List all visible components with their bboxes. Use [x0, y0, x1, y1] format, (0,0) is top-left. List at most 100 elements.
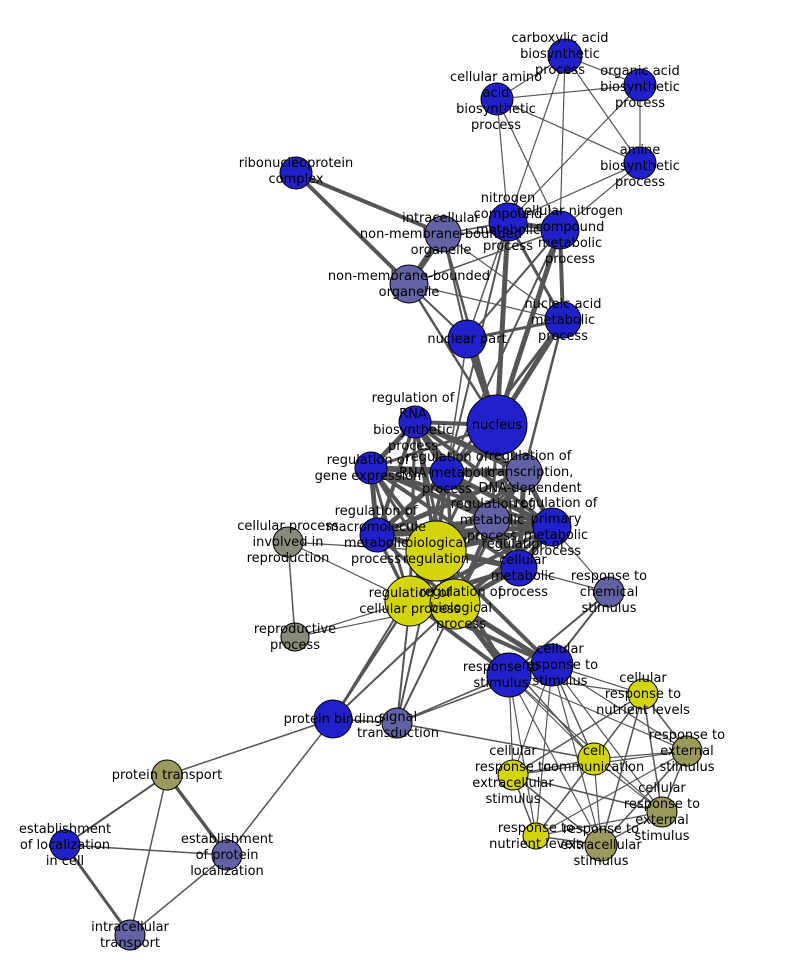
graph-node-protein-transport[interactable]: [151, 759, 183, 791]
graph-edge: [226, 718, 334, 856]
graph-node-nucleic-acid-metabolic-process[interactable]: [544, 301, 582, 339]
graph-edge: [332, 603, 456, 720]
graph-node-cellular-response-to-stimulus[interactable]: [530, 643, 574, 687]
graph-edge: [412, 419, 527, 475]
graph-node-label: response to chemical stimulus: [571, 569, 647, 616]
graph-node-non-membrane-bounded-organelle[interactable]: [389, 264, 429, 304]
graph-node-regulation-of-gene-expression[interactable]: [354, 451, 388, 485]
graph-edge: [559, 55, 566, 231]
graph-node-response-to-nutrient-levels[interactable]: [522, 822, 550, 850]
graph-node-label: organic acid biosynthetic process: [600, 64, 680, 111]
graph-node-response-to-stimulus[interactable]: [486, 652, 532, 698]
graph-edge: [287, 541, 296, 638]
graph-node-regulation-of-cellular-metabolic-process[interactable]: [500, 549, 538, 587]
graph-node-establishment-of-protein-localization[interactable]: [211, 839, 243, 871]
nodes-layer[interactable]: [49, 38, 703, 951]
graph-node-reproductive-process[interactable]: [280, 622, 310, 652]
graph-node-label: reproductive process: [254, 622, 336, 653]
graph-edge: [396, 722, 595, 760]
graph-edge: [408, 283, 564, 321]
graph-node-label: cellular response to extracellular stimulus: [472, 744, 554, 807]
graph-edge: [446, 229, 561, 474]
graph-node-signal-transduction[interactable]: [381, 707, 413, 739]
graph-node-intracellular-transport[interactable]: [114, 919, 146, 951]
graph-node-protein-binding[interactable]: [313, 699, 353, 739]
graph-edge: [512, 774, 602, 846]
graph-edge: [408, 420, 417, 603]
graph-node-cellular-response-to-nutrient-levels[interactable]: [627, 678, 659, 710]
graph-node-label: nuclear part: [427, 332, 506, 347]
graph-node-cellular-response-to-external-stimulus[interactable]: [646, 796, 678, 828]
graph-node-label: ribonucleoprotein complex: [239, 156, 354, 187]
graph-node-cellular-amino-acid-biosynthetic-process[interactable]: [480, 82, 514, 116]
graph-node-regulation-of-rna-metabolic-process[interactable]: [429, 455, 465, 491]
graph-node-nitrogen-compound-metabolic-process[interactable]: [488, 202, 528, 242]
graph-node-establishment-of-localization-in-cell[interactable]: [49, 829, 81, 861]
graph-node-carboxylic-acid-biosynthetic-process[interactable]: [547, 38, 583, 74]
graph-edge: [512, 774, 663, 813]
graph-edge: [642, 693, 663, 813]
graph-node-regulation-of-macromolecule-metabolic-process[interactable]: [359, 517, 395, 553]
graph-edge: [508, 674, 663, 813]
graph-node-label: regulation of RNA metabolic process: [399, 450, 495, 497]
graph-edge: [522, 318, 565, 474]
graph-edge: [294, 171, 411, 286]
graph-edge: [374, 524, 555, 538]
graph-node-response-to-chemical-stimulus[interactable]: [593, 576, 625, 608]
graph-node-label: regulation of macromolecule metabolic proce…: [326, 504, 426, 567]
graph-node-response-to-external-stimulus[interactable]: [671, 735, 703, 767]
graph-node-label: cellular response to stimulus: [522, 642, 598, 689]
graph-node-label: amine biosynthetic process: [600, 143, 680, 190]
graph-node-biological-regulation[interactable]: [405, 520, 467, 582]
graph-node-label: protein transport: [112, 768, 222, 783]
graph-edge: [496, 98, 509, 223]
graph-node-label: cellular amino acid biosynthetic process: [450, 70, 542, 133]
graph-node-label: carboxylic acid biosynthetic process: [511, 31, 608, 78]
graph-edge: [129, 854, 228, 936]
graph-edge: [508, 674, 602, 846]
graph-node-label: response to external stimulus: [649, 728, 725, 775]
graph-node-label: response to stimulus: [463, 660, 539, 691]
graph-node-label: intracellular transport: [91, 920, 169, 951]
graph-edge: [507, 55, 566, 223]
graph-edge: [508, 674, 688, 752]
graph-node-organic-acid-biosynthetic-process[interactable]: [623, 68, 657, 102]
graph-edge: [512, 693, 644, 776]
graph-node-nucleus[interactable]: [466, 394, 528, 456]
graph-node-cell-communication[interactable]: [577, 742, 611, 776]
graph-node-label: intracellular non-membrane-bounded organel…: [360, 211, 522, 258]
graph-node-regulation-of-metabolic-process[interactable]: [473, 501, 511, 539]
graph-node-cellular-process-involved-in-reproduction[interactable]: [272, 526, 304, 558]
graph-edge: [494, 219, 511, 428]
graph-node-regulation-of-rna-biosynthetic-process[interactable]: [398, 405, 432, 439]
graph-edge: [166, 718, 334, 776]
graph-node-label: regulation of RNA biosynthetic process: [372, 391, 455, 454]
graph-edge: [507, 162, 641, 223]
graph-node-cellular-response-to-extracellular-stimulus[interactable]: [497, 759, 529, 791]
graph-node-amine-biosynthetic-process[interactable]: [623, 146, 657, 180]
graph-edge: [507, 84, 641, 223]
graph-edge: [466, 221, 509, 340]
graph-edge: [64, 844, 228, 856]
graph-edge: [408, 229, 561, 285]
graph-node-label: regulation of biological process: [420, 585, 503, 632]
graph-node-regulation-of-primary-metabolic-process[interactable]: [532, 507, 572, 547]
graph-node-cellular-nitrogen-compound-metabolic-process[interactable]: [540, 210, 580, 250]
graph-node-label: regulation of gene expression: [315, 453, 422, 484]
graph-edge: [600, 693, 644, 846]
graph-node-intracellular-non-membrane-bounded-organelle[interactable]: [424, 215, 462, 253]
graph-node-label: non-membrane-bounded organelle: [328, 269, 490, 300]
graph-edge: [165, 773, 229, 857]
graph-edge: [294, 171, 445, 236]
graph-node-ribonucleoprotein-complex[interactable]: [279, 156, 313, 190]
graph-node-label: establishment of localization in cell: [19, 822, 111, 869]
graph-node-response-to-extracellular-stimulus[interactable]: [584, 828, 618, 862]
graph-edge: [496, 98, 561, 231]
graph-node-regulation-of-transcription-dna-dependent[interactable]: [505, 453, 543, 491]
graph-edge: [535, 811, 663, 837]
graph-node-nuclear-part[interactable]: [447, 319, 487, 359]
graph-node-label: cellular nitrogen compound metabolic proces…: [517, 204, 623, 267]
graph-node-regulation-of-biological-process[interactable]: [429, 578, 481, 630]
